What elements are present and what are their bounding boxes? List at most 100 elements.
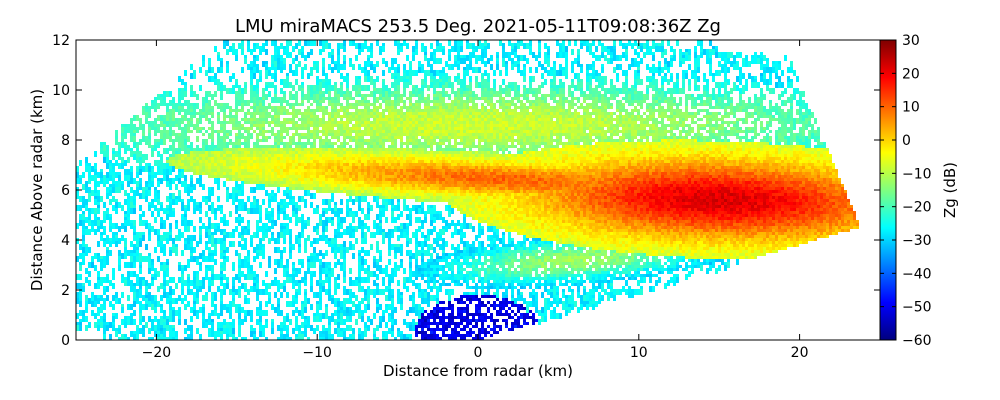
heatmap-cell [304,145,307,148]
heatmap-cell [442,133,445,136]
heatmap-cell [532,109,535,112]
heatmap-cell [589,148,592,151]
heatmap-cell [469,136,472,139]
heatmap-cell [652,112,655,115]
heatmap-cell [490,130,493,133]
heatmap-cell [655,148,658,151]
heatmap-cell [325,139,328,142]
heatmap-cell [169,136,172,142]
heatmap-cell [709,121,712,124]
heatmap-cell [541,112,544,115]
heatmap-cell [502,130,505,133]
heatmap-cell [478,148,481,151]
heatmap-cell [571,115,574,118]
heatmap-cell [385,115,388,118]
heatmap-cell [574,112,577,115]
heatmap-cell [760,64,763,70]
heatmap-cell [634,40,637,46]
heatmap-cell [298,109,301,112]
heatmap-cell [286,142,289,145]
heatmap-cell [703,127,706,130]
heatmap-cell [571,49,574,55]
heatmap-cell [307,151,310,154]
heatmap-cell [433,70,436,76]
heatmap-cell [568,145,571,148]
heatmap-cell [121,142,124,148]
heatmap-cell [154,100,157,106]
heatmap-cell [547,109,550,112]
heatmap-cell [382,82,385,88]
heatmap-cell [451,124,454,127]
heatmap-cell [574,58,577,64]
heatmap-cell [121,127,124,133]
heatmap-cell [544,121,547,124]
heatmap-cell [823,142,826,148]
heatmap-cell [718,139,721,142]
heatmap-cell [316,79,319,85]
heatmap-cell [319,151,322,154]
heatmap-cell [325,154,328,157]
heatmap-cell [484,151,487,154]
heatmap-cell [427,154,430,157]
heatmap-cell [505,133,508,136]
heatmap-cell [391,100,394,103]
heatmap-cell [397,133,400,136]
heatmap-cell [670,151,673,154]
heatmap-cell [460,121,463,124]
heatmap-cell [697,154,700,157]
heatmap-cell [592,40,595,46]
heatmap-cell [364,97,367,100]
heatmap-cell [367,46,370,52]
heatmap-cell [403,112,406,115]
heatmap-cell [592,52,595,58]
heatmap-cell [250,148,253,151]
heatmap-cell [184,91,187,97]
heatmap-cell [634,148,637,151]
heatmap-cell [472,106,475,109]
heatmap-cell [529,130,532,133]
heatmap-cell [475,97,478,100]
heatmap-cell [349,157,352,160]
heatmap-cell [397,109,400,112]
heatmap-cell [598,139,601,142]
heatmap-cell [526,151,529,154]
heatmap-cell [322,154,325,157]
heatmap-cell [826,151,829,154]
heatmap-cell [658,145,661,148]
heatmap-cell [217,85,220,91]
heatmap-cell [418,112,421,115]
heatmap-cell [346,121,349,124]
heatmap-cell [727,79,730,85]
heatmap-cell [667,136,670,139]
heatmap-cell [232,49,235,55]
heatmap-cell [157,94,160,100]
heatmap-cell [364,61,367,67]
heatmap-cell [355,43,358,49]
heatmap-cell [316,124,319,127]
heatmap-cell [478,154,481,157]
heatmap-cell [328,130,331,133]
heatmap-cell [244,151,247,154]
heatmap-cell [700,124,703,127]
heatmap-cell [757,142,760,145]
heatmap-cell [355,142,358,145]
heatmap-cell [568,139,571,142]
heatmap-cell [463,103,466,106]
heatmap-cell [466,118,469,121]
heatmap-cell [658,106,661,109]
heatmap-cell [334,109,337,112]
heatmap-cell [256,124,259,127]
heatmap-cell [640,151,643,154]
heatmap-cell [769,103,772,109]
heatmap-cell [565,136,568,139]
heatmap-cell [784,151,787,154]
heatmap-cell [607,127,610,130]
heatmap-cell [220,142,223,148]
heatmap-cell [484,112,487,115]
heatmap-cell [346,82,349,88]
heatmap-cell [622,151,625,154]
heatmap-cell [184,124,187,127]
heatmap-cell [157,142,160,148]
heatmap-cell [715,118,718,121]
heatmap-cell [193,91,196,97]
